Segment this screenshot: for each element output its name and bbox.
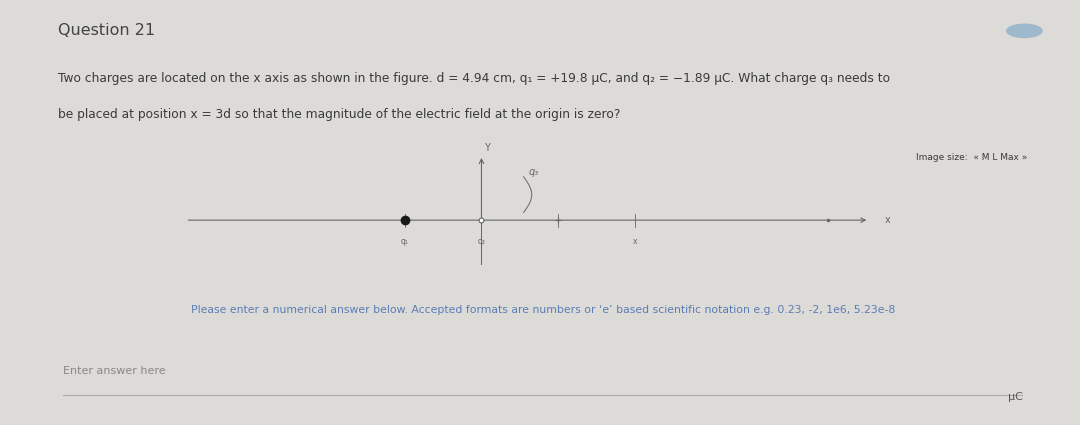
Text: be placed at position x = 3d so that the magnitude of the electric field at the : be placed at position x = 3d so that the… [58, 108, 620, 122]
Text: μC: μC [1008, 392, 1023, 402]
Circle shape [1007, 23, 1043, 38]
Text: Enter answer here: Enter answer here [63, 366, 165, 376]
Text: Image size:  « M L Max »: Image size: « M L Max » [916, 153, 1027, 162]
Text: x: x [632, 237, 637, 246]
Text: q₁: q₁ [401, 237, 409, 246]
Text: Y: Y [484, 142, 489, 153]
Text: Please enter a numerical answer below. Accepted formats are numbers or ‘e’ based: Please enter a numerical answer below. A… [190, 305, 895, 315]
Text: Two charges are located on the x axis as shown in the figure. d = 4.94 cm, q₁ = : Two charges are located on the x axis as… [58, 72, 890, 85]
Text: q₃: q₃ [529, 167, 539, 177]
Text: q₂: q₂ [477, 237, 486, 246]
Text: x: x [885, 215, 890, 225]
Text: Question 21: Question 21 [58, 23, 156, 38]
